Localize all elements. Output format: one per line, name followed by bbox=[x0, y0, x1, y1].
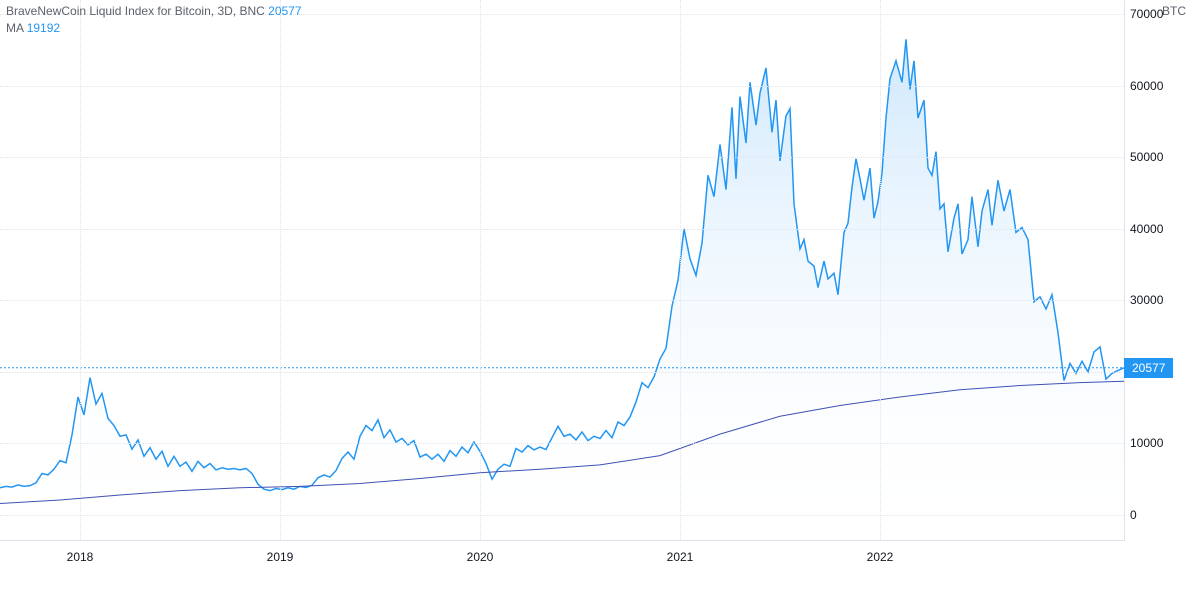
x-tick-label: 2020 bbox=[467, 550, 494, 564]
x-tick-label: 2019 bbox=[267, 550, 294, 564]
y-tick-label: 0 bbox=[1130, 508, 1137, 522]
current-price-label: 20577 bbox=[1124, 358, 1173, 378]
gridline-v bbox=[80, 0, 81, 540]
current-price-header: 20577 bbox=[268, 4, 301, 18]
gridline-h bbox=[0, 515, 1124, 516]
chart-title: BraveNewCoin Liquid Index for Bitcoin, 3… bbox=[6, 4, 265, 18]
chart-container: BraveNewCoin Liquid Index for Bitcoin, 3… bbox=[0, 0, 1198, 605]
gridline-h bbox=[0, 300, 1124, 301]
x-tick-label: 2022 bbox=[867, 550, 894, 564]
gridline-v bbox=[480, 0, 481, 540]
plot-area[interactable] bbox=[0, 0, 1125, 541]
y-tick-label: 50000 bbox=[1130, 150, 1163, 164]
ma-value-header: 19192 bbox=[27, 21, 60, 35]
y-tick-label: 40000 bbox=[1130, 222, 1163, 236]
gridline-h bbox=[0, 157, 1124, 158]
y-tick-label: 60000 bbox=[1130, 79, 1163, 93]
x-axis: 2018 2019 2020 2021 2022 bbox=[0, 540, 1124, 605]
gridline-h bbox=[0, 443, 1124, 444]
gridline-v bbox=[280, 0, 281, 540]
ma-label: MA bbox=[6, 21, 23, 35]
y-tick-label: 30000 bbox=[1130, 293, 1163, 307]
y-tick-label: 10000 bbox=[1130, 436, 1163, 450]
y-axis: BTC 010000200003000040000500006000070000… bbox=[1124, 0, 1198, 540]
x-tick-label: 2018 bbox=[67, 550, 94, 564]
y-axis-title: BTC bbox=[1162, 4, 1186, 18]
y-tick-label: 70000 bbox=[1130, 7, 1163, 21]
chart-svg bbox=[0, 0, 1124, 540]
gridline-v bbox=[680, 0, 681, 540]
gridline-v bbox=[880, 0, 881, 540]
gridline-h bbox=[0, 86, 1124, 87]
x-tick-label: 2021 bbox=[667, 550, 694, 564]
gridline-h bbox=[0, 229, 1124, 230]
gridline-h bbox=[0, 372, 1124, 373]
chart-header: BraveNewCoin Liquid Index for Bitcoin, 3… bbox=[6, 4, 302, 35]
